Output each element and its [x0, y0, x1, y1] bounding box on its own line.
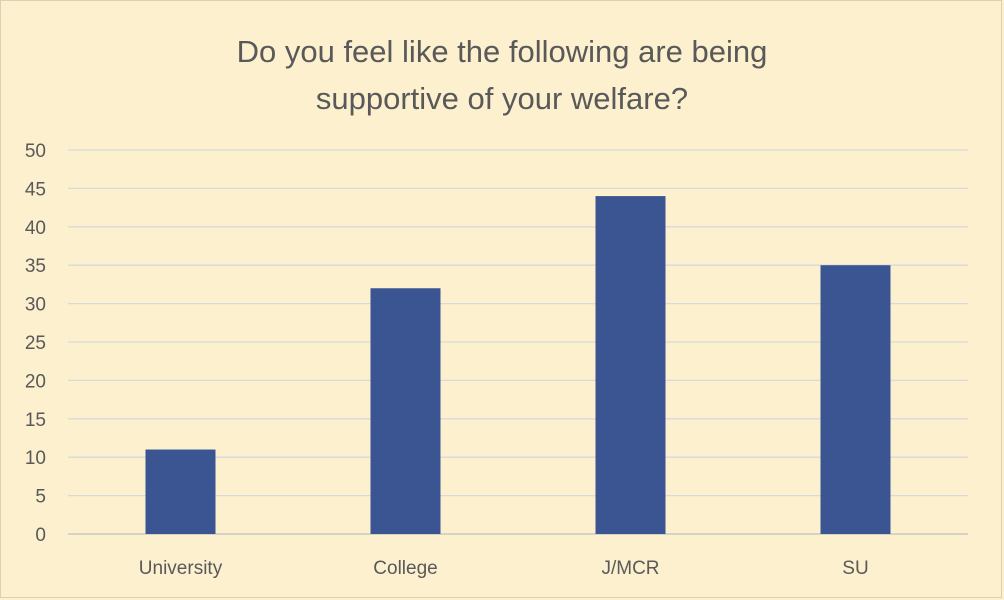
x-category-label: SU: [842, 558, 868, 579]
y-tick-label: 5: [35, 487, 46, 508]
bar-j-mcr: [595, 196, 666, 534]
y-tick-label: 35: [25, 256, 46, 277]
y-tick-label: 45: [25, 179, 46, 200]
y-tick-label: 40: [25, 218, 46, 239]
bars: [145, 196, 891, 534]
y-tick-label: 50: [25, 141, 46, 162]
y-tick-label: 15: [25, 410, 46, 431]
chart-title-line-1: Do you feel like the following are being: [236, 34, 768, 69]
y-axis-tick-labels: 0 5 10 15 20 25 30 35 40 45 50: [25, 141, 46, 546]
y-tick-label: 10: [25, 448, 46, 469]
y-tick-label: 0: [35, 525, 46, 546]
x-category-label: University: [139, 558, 223, 579]
bar-university: [145, 449, 216, 534]
y-tick-label: 25: [25, 333, 46, 354]
bar-college: [370, 288, 441, 534]
y-tick-label: 20: [25, 371, 46, 392]
x-category-label: J/MCR: [601, 558, 659, 579]
y-tick-label: 30: [25, 295, 46, 316]
x-category-label: College: [373, 558, 437, 579]
grid-lines: [68, 149, 968, 535]
bar-su: [820, 265, 891, 534]
chart-title: Do you feel like the following are being…: [0, 28, 1004, 122]
x-axis-category-labels: University College J/MCR SU: [139, 558, 869, 579]
chart-title-line-2: supportive of your welfare?: [315, 81, 689, 116]
